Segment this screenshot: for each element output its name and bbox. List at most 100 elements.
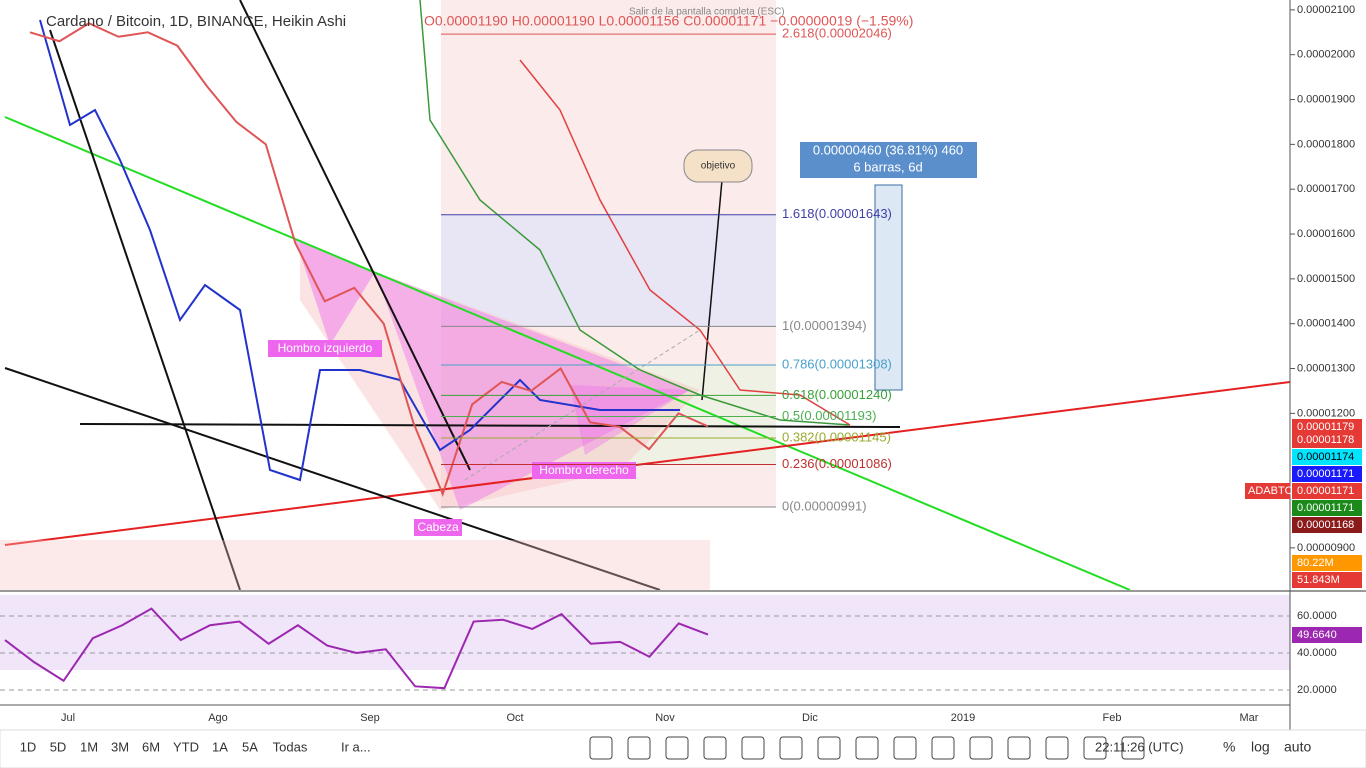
- range-button[interactable]: 5D: [50, 739, 67, 754]
- price-line: [29, 22, 709, 497]
- measure-box: [800, 142, 977, 178]
- drawing-tool[interactable]: [589, 736, 613, 760]
- x-tick-label: Ago: [208, 712, 228, 724]
- y-tick-label: 0.00001600: [1297, 228, 1355, 240]
- y-tick-label: 0.00001700: [1297, 183, 1355, 195]
- y-tick-label: 0.00000900: [1297, 542, 1355, 554]
- drawing-tool[interactable]: [1045, 736, 1069, 760]
- fib-label: 0.382(0.00001145): [782, 429, 891, 444]
- x-tick-label: Dic: [802, 712, 818, 724]
- y-tick-label: 0.00001800: [1297, 138, 1355, 150]
- price-tag: [1292, 500, 1362, 516]
- y-tick-label: 0.00001200: [1297, 407, 1355, 419]
- symbol-title: Cardano / Bitcoin, 1D, BINANCE, Heikin A…: [46, 13, 346, 30]
- rsi-tag-text: 49.6640: [1297, 629, 1337, 641]
- annotation: Hombro izquierdo: [278, 341, 373, 355]
- price-tag-text: 80.22M: [1297, 557, 1334, 569]
- x-tick-label: Feb: [1103, 712, 1122, 724]
- y-tick-label: 40.0000: [1297, 647, 1337, 659]
- label-box: [268, 340, 382, 357]
- range-button[interactable]: 3M: [111, 739, 129, 754]
- drawing-tool[interactable]: [1083, 736, 1107, 760]
- auto-button[interactable]: auto: [1284, 739, 1311, 755]
- price-tag: [1292, 432, 1362, 448]
- range-button[interactable]: 1A: [212, 739, 228, 754]
- range-button[interactable]: 6M: [142, 739, 160, 754]
- x-tick-label: Mar: [1240, 712, 1259, 724]
- tooltip: Salir de la pantalla completa (ESC): [629, 7, 785, 18]
- drawing-tool[interactable]: [1007, 736, 1031, 760]
- price-tag-text: 0.00001171: [1297, 502, 1354, 514]
- range-button[interactable]: Todas: [273, 739, 308, 754]
- y-tick-label: 0.00001900: [1297, 93, 1355, 105]
- y-tick-label: 0.00001300: [1297, 362, 1355, 374]
- drawing-tool[interactable]: [931, 736, 955, 760]
- toolbar: [0, 729, 1366, 768]
- x-tick-label: Nov: [655, 712, 675, 724]
- ohlc: O0.00001190 H0.00001190 L0.00001156 C0.0…: [424, 13, 913, 29]
- range-button[interactable]: 1M: [80, 739, 98, 754]
- y-tick-label: 60.0000: [1297, 610, 1337, 622]
- log-button[interactable]: log: [1251, 739, 1270, 755]
- fib-label: 1.618(0.00001643): [782, 206, 892, 221]
- fib-label: 2.618(0.00002046): [782, 26, 892, 41]
- drawing-tool[interactable]: [627, 736, 651, 760]
- rsi-band: [0, 595, 1290, 670]
- measure-text: 0.00000460 (36.81%) 460: [813, 142, 963, 157]
- clock: 22:11:26 (UTC): [1095, 739, 1184, 754]
- price-tag: [1292, 483, 1362, 499]
- fib-label: 1(0.00001394): [782, 318, 867, 333]
- drawing-tool[interactable]: [741, 736, 765, 760]
- drawing-tool[interactable]: [1121, 736, 1145, 760]
- price-tag: [1292, 517, 1362, 533]
- drawing-tool[interactable]: [779, 736, 803, 760]
- goto-button[interactable]: Ir a...: [341, 739, 371, 754]
- price-tag-text: 51.843M: [1297, 574, 1340, 586]
- price-line: [4, 607, 709, 690]
- price-tag: [1292, 555, 1362, 571]
- range-button[interactable]: YTD: [173, 739, 199, 754]
- drawing-tool[interactable]: [817, 736, 841, 760]
- price-tag: [1292, 449, 1362, 465]
- drawing-tool[interactable]: [665, 736, 689, 760]
- drawing-tool[interactable]: [969, 736, 993, 760]
- price-tag-text: 0.00001171: [1297, 485, 1354, 497]
- symbol-tag-text: ADABTC: [1248, 485, 1293, 497]
- drawing-tool[interactable]: [855, 736, 879, 760]
- price-tag-text: 0.00001168: [1297, 519, 1354, 531]
- fib-label: 0.618(0.00001240): [782, 387, 892, 402]
- price-tag-text: 0.00001179: [1297, 421, 1354, 433]
- measure-text: 6 barras, 6d: [853, 159, 922, 174]
- price-tag-text: 0.00001171: [1297, 468, 1354, 480]
- x-tick-label: Oct: [506, 712, 523, 724]
- drawing-tool[interactable]: [893, 736, 917, 760]
- y-tick-label: 0.00002100: [1297, 4, 1355, 16]
- fib-label: 0(0.00000991): [782, 498, 867, 513]
- price-tag: [1292, 572, 1362, 588]
- fib-label: 0.786(0.00001308): [782, 356, 892, 371]
- callout: [683, 149, 753, 183]
- annotation: Hombro derecho: [539, 463, 629, 477]
- price-tag: [1292, 466, 1362, 482]
- rsi-tag: [1292, 627, 1362, 643]
- range-button[interactable]: 1D: [20, 739, 37, 754]
- drawings: [0, 0, 1290, 590]
- price-tag-text: 0.00001174: [1297, 451, 1354, 463]
- price-tag-text: 0.00001178: [1297, 434, 1354, 446]
- x-tick-label: Sep: [360, 712, 380, 724]
- annotation: objetivo: [701, 161, 736, 172]
- y-tick-label: 0.00001400: [1297, 318, 1355, 330]
- symbol-tag: [1245, 483, 1290, 499]
- price-tag: [1292, 419, 1362, 435]
- x-tick-label: 2019: [951, 712, 975, 724]
- annotation: Cabeza: [417, 520, 459, 534]
- y-tick-label: 0.00001500: [1297, 273, 1355, 285]
- label-box: [532, 462, 636, 479]
- label-box: [414, 519, 462, 536]
- percent-button[interactable]: %: [1223, 739, 1235, 755]
- rsi-pane: [4, 607, 709, 690]
- y-tick-label: 20.0000: [1297, 684, 1337, 696]
- drawing-tool[interactable]: [703, 736, 727, 760]
- range-button[interactable]: 5A: [242, 739, 258, 754]
